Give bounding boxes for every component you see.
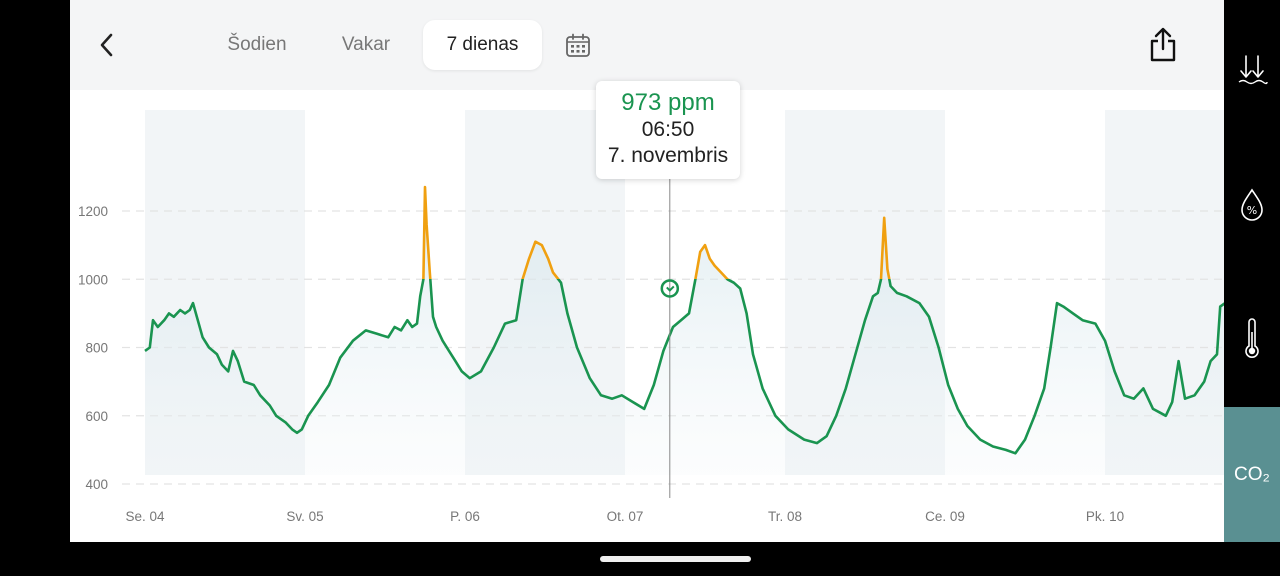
tab-today[interactable]: Šodien	[227, 34, 287, 55]
co2-series-line	[144, 185, 1224, 455]
humidity-icon[interactable]: %	[1224, 172, 1280, 236]
tooltip-value: 973 ppm	[621, 89, 715, 116]
back-arrow-icon[interactable]	[92, 28, 122, 62]
top-bar: Šodien Vakar 7 dienas	[70, 0, 1224, 90]
x-tick-label: Se. 04	[125, 509, 165, 524]
x-tick-label: Ot. 07	[607, 509, 644, 524]
system-home-indicator[interactable]	[600, 556, 751, 562]
x-tick-label: Sv. 05	[286, 509, 323, 524]
share-icon[interactable]	[1148, 26, 1178, 64]
temperature-icon[interactable]	[1224, 308, 1280, 372]
co2-tab[interactable]	[1224, 407, 1280, 542]
co2-tab-label: CO₂	[1234, 464, 1270, 485]
x-tick-label: Pk. 10	[1086, 509, 1124, 524]
metric-side-rail: % CO₂	[1224, 0, 1280, 576]
y-tick-label: 1200	[78, 204, 108, 219]
calendar-icon[interactable]	[564, 32, 592, 60]
y-tick-label: 600	[85, 409, 108, 424]
cursor-point-marker[interactable]	[660, 279, 680, 298]
x-tick-label: Tr. 08	[768, 509, 802, 524]
tooltip-time: 06:50	[641, 118, 695, 141]
y-tick-label: 400	[85, 477, 108, 492]
tooltip-date: 7. novembris	[607, 144, 729, 167]
pressure-icon[interactable]	[1224, 36, 1280, 100]
x-tick-label: P. 06	[450, 509, 480, 524]
cursor-check-icon	[666, 285, 675, 292]
app-screen: Šodien Vakar 7 dienas	[70, 0, 1224, 542]
x-tick-label: Ce. 09	[925, 509, 965, 524]
y-tick-label: 1000	[78, 272, 108, 287]
tab-7-days[interactable]: 7 dienas	[423, 20, 542, 70]
tab-yesterday[interactable]: Vakar	[341, 34, 391, 55]
y-tick-label: 800	[85, 341, 108, 356]
svg-text:%: %	[1247, 204, 1257, 217]
value-tooltip: 973 ppm 06:50 7. novembris	[596, 81, 740, 179]
